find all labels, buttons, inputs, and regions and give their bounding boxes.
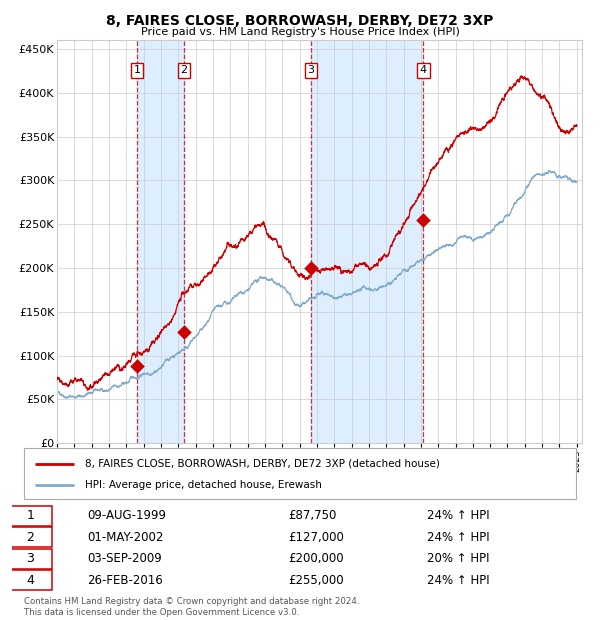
Text: 20% ↑ HPI: 20% ↑ HPI [427,552,489,565]
Text: £255,000: £255,000 [289,574,344,587]
Text: 2: 2 [26,531,34,544]
Text: Price paid vs. HM Land Registry's House Price Index (HPI): Price paid vs. HM Land Registry's House … [140,27,460,37]
FancyBboxPatch shape [9,506,52,526]
Text: 01-MAY-2002: 01-MAY-2002 [87,531,163,544]
Text: £127,000: £127,000 [289,531,344,544]
Text: 1: 1 [26,509,34,522]
Text: 8, FAIRES CLOSE, BORROWASH, DERBY, DE72 3XP (detached house): 8, FAIRES CLOSE, BORROWASH, DERBY, DE72 … [85,459,440,469]
Text: 3: 3 [308,65,314,75]
Text: 24% ↑ HPI: 24% ↑ HPI [427,574,490,587]
Point [132,361,142,371]
Text: 26-FEB-2016: 26-FEB-2016 [87,574,163,587]
Text: 1: 1 [133,65,140,75]
Text: £87,750: £87,750 [289,509,337,522]
FancyBboxPatch shape [9,570,52,590]
Text: £200,000: £200,000 [289,552,344,565]
Point [307,263,316,273]
FancyBboxPatch shape [9,549,52,569]
Text: 8, FAIRES CLOSE, BORROWASH, DERBY, DE72 3XP: 8, FAIRES CLOSE, BORROWASH, DERBY, DE72 … [106,14,494,28]
Text: 24% ↑ HPI: 24% ↑ HPI [427,531,490,544]
FancyBboxPatch shape [24,448,576,499]
Text: 4: 4 [26,574,34,587]
Bar [311,40,424,443]
Text: 2: 2 [181,65,188,75]
Text: 3: 3 [26,552,34,565]
Text: HPI: Average price, detached house, Erewash: HPI: Average price, detached house, Erew… [85,480,322,490]
Text: 4: 4 [420,65,427,75]
Text: 24% ↑ HPI: 24% ↑ HPI [427,509,490,522]
Text: Contains HM Land Registry data © Crown copyright and database right 2024.: Contains HM Land Registry data © Crown c… [24,597,359,606]
Point [419,215,428,225]
Text: 09-AUG-1999: 09-AUG-1999 [87,509,166,522]
Text: This data is licensed under the Open Government Licence v3.0.: This data is licensed under the Open Gov… [24,608,299,617]
Bar [137,40,184,443]
Text: 03-SEP-2009: 03-SEP-2009 [87,552,161,565]
Point [179,327,189,337]
FancyBboxPatch shape [9,527,52,547]
